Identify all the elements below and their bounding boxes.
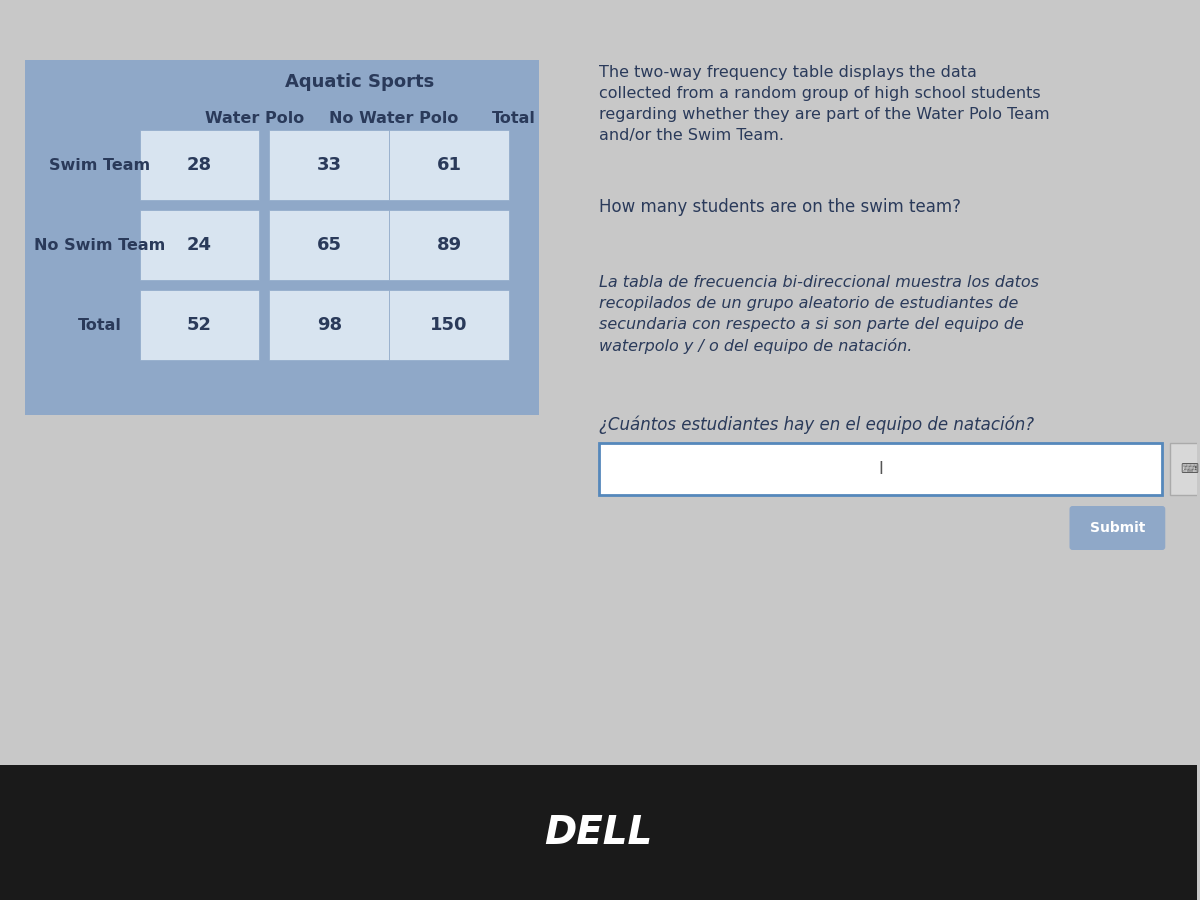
FancyBboxPatch shape <box>389 290 509 360</box>
Text: 98: 98 <box>317 316 342 334</box>
FancyBboxPatch shape <box>0 765 1198 900</box>
FancyBboxPatch shape <box>139 210 259 280</box>
Text: Water Polo: Water Polo <box>205 111 304 125</box>
Text: No Water Polo: No Water Polo <box>329 111 458 125</box>
Text: I: I <box>878 460 883 478</box>
Text: 33: 33 <box>317 156 342 174</box>
FancyBboxPatch shape <box>1069 506 1165 550</box>
FancyBboxPatch shape <box>389 210 509 280</box>
Text: ⌨: ⌨ <box>1181 463 1199 475</box>
Text: Total: Total <box>492 111 535 125</box>
Text: No Swim Team: No Swim Team <box>34 238 166 253</box>
Text: Swim Team: Swim Team <box>49 158 150 173</box>
Text: 65: 65 <box>317 236 342 254</box>
FancyBboxPatch shape <box>1170 443 1200 495</box>
Text: 28: 28 <box>187 156 212 174</box>
FancyBboxPatch shape <box>139 290 259 360</box>
Text: Total: Total <box>78 318 121 332</box>
FancyBboxPatch shape <box>139 130 259 200</box>
Text: Aquatic Sports: Aquatic Sports <box>284 73 433 91</box>
Text: La tabla de frecuencia bi-direccional muestra los datos
recopilados de un grupo : La tabla de frecuencia bi-direccional mu… <box>599 275 1038 355</box>
Text: 150: 150 <box>431 316 468 334</box>
Text: Submit: Submit <box>1090 521 1145 535</box>
FancyBboxPatch shape <box>25 60 539 415</box>
FancyBboxPatch shape <box>389 130 509 200</box>
Text: 24: 24 <box>187 236 212 254</box>
FancyBboxPatch shape <box>269 290 389 360</box>
FancyBboxPatch shape <box>269 130 389 200</box>
Text: 89: 89 <box>437 236 462 254</box>
FancyBboxPatch shape <box>599 443 1163 495</box>
Text: The two-way frequency table displays the data
collected from a random group of h: The two-way frequency table displays the… <box>599 65 1049 143</box>
FancyBboxPatch shape <box>269 210 389 280</box>
Text: 61: 61 <box>437 156 462 174</box>
Text: ¿Cuántos estudiantes hay en el equipo de natación?: ¿Cuántos estudiantes hay en el equipo de… <box>599 415 1033 434</box>
Text: 52: 52 <box>187 316 212 334</box>
Text: DELL: DELL <box>545 814 653 852</box>
Text: How many students are on the swim team?: How many students are on the swim team? <box>599 198 961 216</box>
